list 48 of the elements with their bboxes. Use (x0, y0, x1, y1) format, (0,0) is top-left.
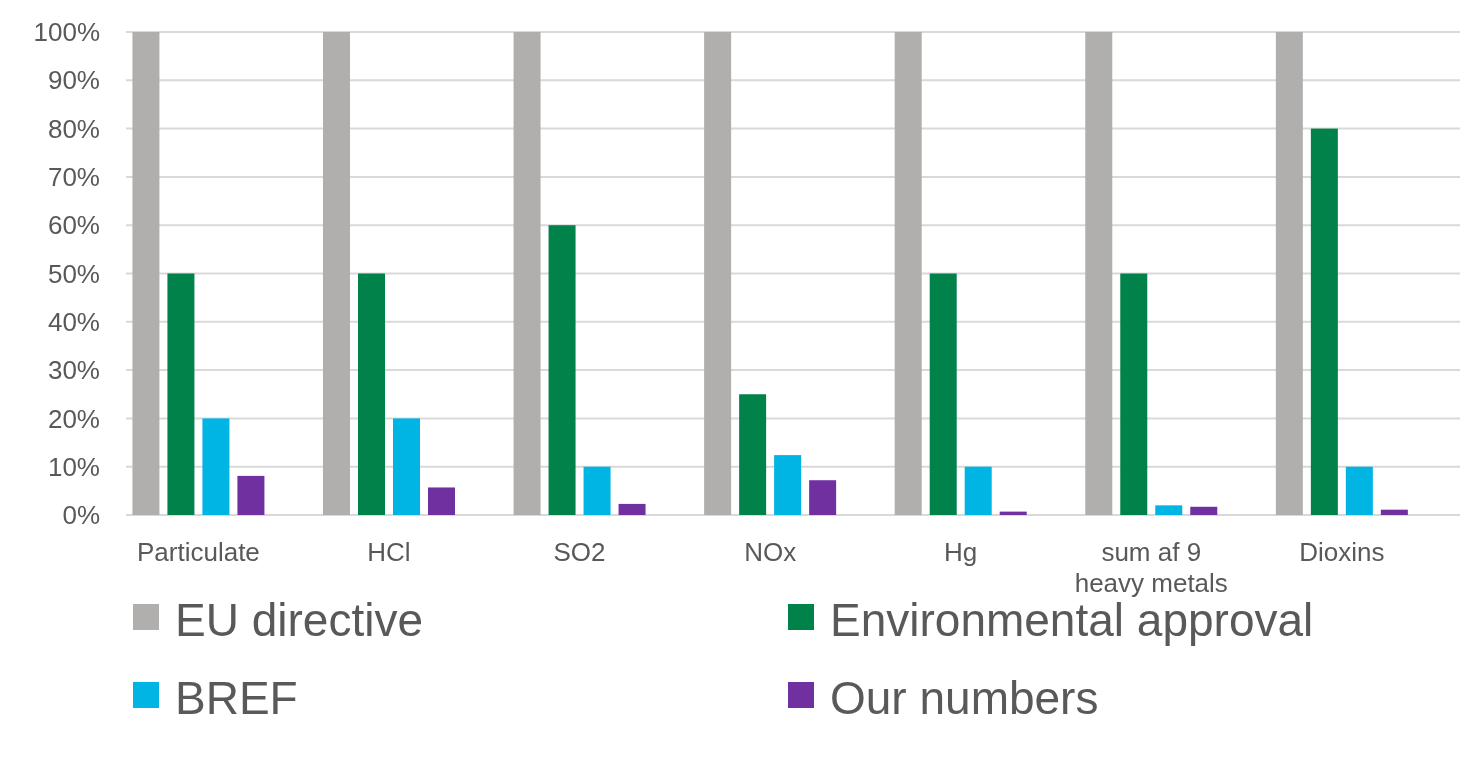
bar (618, 503, 646, 515)
y-tick-label: 50% (47, 258, 100, 289)
bar (237, 475, 265, 515)
bar (583, 466, 611, 515)
bar (704, 32, 732, 515)
bar (1120, 273, 1148, 515)
y-tick-label: 70% (47, 162, 100, 192)
y-tick-label: 100% (33, 17, 100, 48)
bar (357, 273, 385, 515)
bar (1275, 32, 1303, 515)
y-tick-label: 60% (47, 210, 100, 241)
bar (1345, 466, 1373, 515)
y-tick-label: 20% (47, 403, 100, 434)
x-tick-label: NOx (744, 537, 797, 567)
y-tick-label: 30% (47, 355, 100, 386)
legend-label: BREF (175, 672, 298, 725)
y-tick-label: 90% (47, 65, 100, 96)
bar (202, 418, 230, 515)
x-tick-label: SO2 (553, 537, 606, 567)
bar (774, 455, 802, 515)
y-tick-label: 80% (47, 113, 100, 144)
bar (167, 273, 195, 515)
y-tick-label: 10% (47, 451, 100, 482)
bar (1085, 32, 1113, 515)
y-tick-label: 0% (62, 500, 100, 531)
bar (1155, 505, 1183, 515)
bar (964, 466, 992, 515)
bar (809, 480, 837, 515)
bar (739, 394, 767, 515)
x-tick-label: Hg (944, 537, 978, 567)
x-tick-label: Dioxins (1299, 537, 1385, 567)
bar (894, 32, 922, 515)
bar (1380, 509, 1408, 515)
legend-label: Our numbers (830, 672, 1099, 725)
bar (132, 32, 160, 515)
bar (1310, 128, 1338, 515)
bar (322, 32, 350, 515)
y-tick-label: 40% (47, 306, 100, 337)
legend-label: EU directive (175, 594, 423, 647)
x-tick-label: sum af 9 heavy metals (1074, 537, 1228, 598)
bar (1190, 506, 1218, 515)
bar (929, 273, 957, 515)
bar (548, 225, 576, 515)
bar (427, 487, 455, 515)
bar (392, 418, 420, 515)
x-tick-label: HCl (367, 537, 411, 567)
bar (513, 32, 541, 515)
x-tick-label: Particulate (137, 537, 260, 567)
